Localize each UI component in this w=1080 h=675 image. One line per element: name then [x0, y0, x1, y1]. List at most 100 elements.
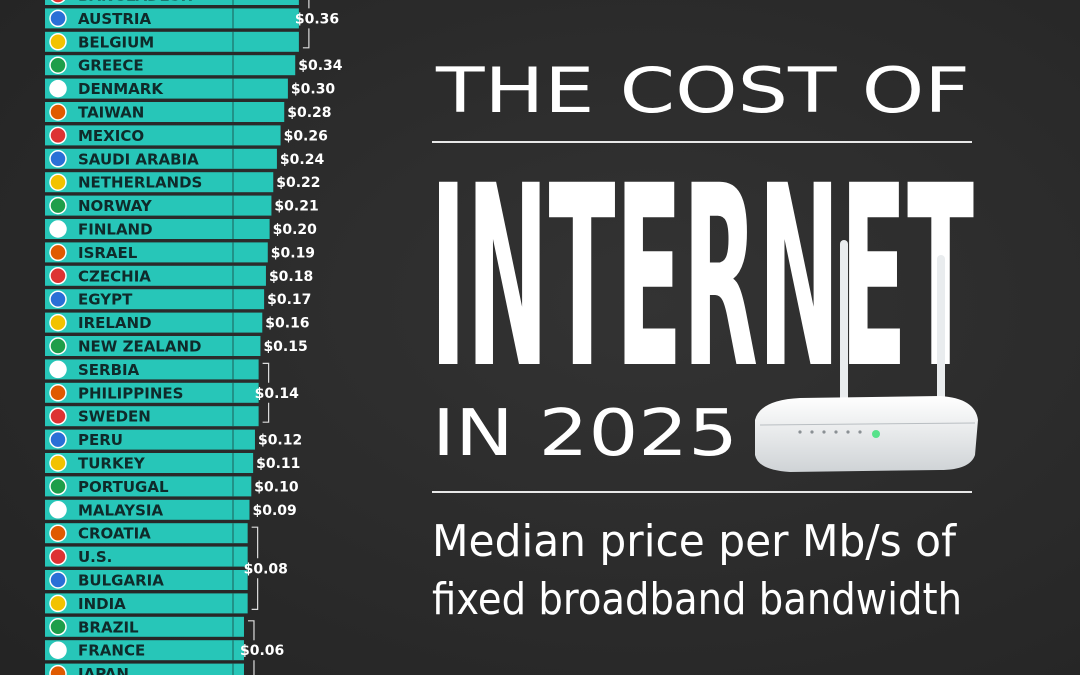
bar: [233, 312, 263, 333]
bar-chart: BANGLADESH AUSTRIA BELGIUM GREECE DENMARK TAI…: [45, 0, 343, 675]
country-label: DENMARK: [78, 80, 164, 98]
value-label: $0.18: [269, 269, 313, 285]
country-label: BELGIUM: [78, 33, 154, 51]
value-label: $0.22: [276, 175, 320, 191]
value-label: $0.08: [244, 561, 288, 577]
value-label: $0.11: [256, 456, 300, 472]
flag: [49, 524, 67, 542]
bar: [233, 359, 259, 380]
value-label: $0.10: [254, 479, 299, 495]
group-bracket: [251, 526, 259, 610]
label-panel: [45, 593, 233, 614]
bar: [233, 663, 244, 675]
country-label: FRANCE: [78, 642, 145, 660]
country-label: MALAYSIA: [78, 501, 164, 519]
label-panel: [45, 8, 233, 29]
flag: [49, 9, 67, 28]
value-label: $0.36: [295, 11, 339, 27]
group-bracket: [247, 620, 255, 675]
flag: [49, 501, 67, 519]
label-panel: [45, 0, 233, 5]
value-label: $0.24: [280, 152, 325, 168]
label-panel: [45, 640, 233, 661]
country-label: SAUDI ARABIA: [78, 150, 199, 168]
bar: [233, 172, 274, 193]
bar: [233, 8, 299, 29]
value-label: $0.15: [263, 339, 307, 355]
label-panel: [45, 546, 233, 567]
label-panel: [45, 663, 233, 675]
bar: [233, 476, 252, 497]
label-panel: [45, 429, 233, 450]
country-label: INDIA: [78, 595, 126, 613]
flag: [50, 0, 66, 4]
country-label: TAIWAN: [78, 104, 144, 122]
router-illustration: [755, 240, 978, 472]
label-panel: [45, 55, 233, 76]
bar: [233, 289, 265, 310]
flag: [49, 196, 67, 215]
bar: [233, 265, 266, 286]
flag: [49, 243, 67, 262]
label-panel: [45, 382, 233, 403]
label-panel: [45, 616, 233, 637]
bar: [233, 640, 244, 661]
group-bracket: [262, 362, 270, 423]
bar: [233, 102, 285, 122]
label-panel: [45, 31, 233, 52]
bar: [233, 55, 296, 76]
bar: [233, 78, 288, 99]
label-panel: [45, 78, 233, 99]
bar: [233, 593, 248, 614]
value-label: $0.16: [265, 316, 309, 332]
bar: [233, 546, 248, 567]
flag: [49, 547, 67, 566]
label-panel: [45, 172, 233, 193]
label-panel: [45, 499, 233, 520]
subtitle-line: fixed broadband bandwidth: [432, 574, 962, 625]
country-label: PHILIPPINES: [78, 384, 183, 402]
bar: [233, 616, 244, 637]
subtitle-line: Median price per Mb/s of: [432, 516, 957, 567]
country-label: PERU: [78, 431, 123, 449]
flag: [49, 290, 67, 308]
label-panel: [45, 242, 233, 263]
value-label: $0.30: [291, 82, 336, 98]
country-label: JAPAN: [77, 665, 129, 675]
country-label: FINLAND: [78, 221, 153, 239]
country-label: IRELAND: [78, 314, 152, 332]
value-label: $0.34: [298, 58, 343, 74]
flag: [49, 571, 67, 589]
bar: [233, 499, 250, 520]
flag: [49, 313, 67, 332]
bar: [233, 523, 248, 544]
flag: [49, 56, 67, 74]
country-label: BRAZIL: [78, 618, 139, 636]
value-label: $0.26: [284, 128, 328, 144]
label-panel: [45, 476, 233, 497]
country-label: MEXICO: [78, 127, 144, 145]
flag: [49, 33, 67, 51]
country-label: SERBIA: [78, 361, 140, 379]
flag: [49, 407, 67, 425]
flag: [49, 220, 67, 238]
group-bracket: [302, 0, 310, 49]
flag: [49, 103, 67, 121]
country-label: PORTUGAL: [78, 478, 169, 496]
bar: [233, 148, 277, 169]
country-label: U.S.: [78, 548, 112, 566]
label-panel: [45, 219, 233, 239]
country-label: CZECHIA: [78, 267, 151, 285]
bar: [233, 570, 248, 590]
country-label: CROATIA: [78, 525, 151, 543]
bar: [233, 406, 259, 427]
label-panel: [45, 195, 233, 216]
label-panel: [45, 570, 233, 590]
value-label: $0.20: [273, 222, 318, 238]
bar: [233, 242, 268, 263]
country-label: SWEDEN: [78, 408, 151, 426]
flag: [49, 173, 67, 191]
bar: [233, 195, 272, 216]
value-label: $0.21: [274, 199, 318, 215]
